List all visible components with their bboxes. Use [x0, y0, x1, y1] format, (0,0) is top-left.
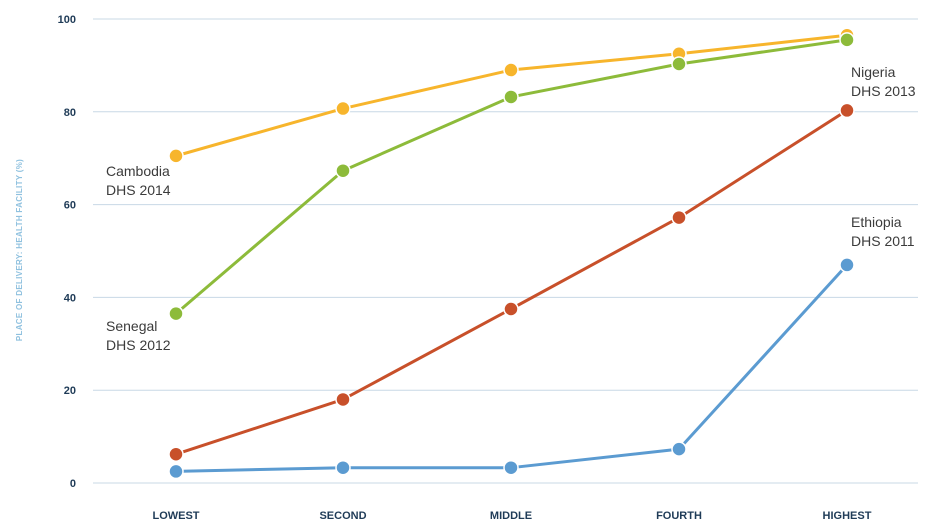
y-tick-label: 60 — [64, 200, 76, 212]
x-tick-label: HIGHEST — [823, 510, 872, 521]
y-tick-label: 20 — [64, 385, 76, 397]
y-axis-ticks: 0 20 40 60 80 100 — [58, 14, 76, 490]
series-label: DHS 2014 — [106, 182, 171, 198]
y-tick-label: 40 — [64, 292, 76, 304]
data-point — [671, 56, 687, 72]
data-point — [503, 89, 519, 105]
series-labels: Cambodia DHS 2014 Senegal DHS 2012 Nigeria DH… — [106, 64, 916, 353]
data-point — [503, 301, 519, 317]
data-point — [168, 446, 184, 462]
data-point — [503, 62, 519, 78]
data-point — [671, 209, 687, 226]
x-tick-label: LOWEST — [152, 510, 199, 521]
data-point — [335, 100, 351, 117]
data-point — [839, 102, 855, 119]
series-label: Nigeria — [851, 64, 896, 80]
data-point — [839, 32, 855, 48]
x-tick-label: SECOND — [319, 510, 366, 521]
series-label: DHS 2013 — [851, 83, 916, 99]
series-label: Ethiopia — [851, 214, 902, 230]
data-point — [839, 257, 855, 273]
x-tick-label: MIDDLE — [490, 510, 532, 521]
series-line — [174, 263, 849, 473]
y-axis-title: PLACE OF DELIVERY: HEALTH FACILITY (%) — [15, 159, 24, 341]
series-label: DHS 2012 — [106, 337, 171, 353]
x-axis-ticks: LOWEST SECOND MIDDLE FOURTH HIGHEST — [152, 510, 871, 521]
data-point — [335, 162, 351, 179]
y-tick-label: 80 — [64, 107, 76, 119]
y-tick-label: 100 — [58, 14, 76, 26]
data-point — [168, 463, 184, 480]
x-tick-label: FOURTH — [656, 510, 702, 521]
series-line — [174, 38, 849, 316]
series-label: DHS 2011 — [851, 233, 915, 249]
data-point — [335, 391, 351, 408]
y-tick-label: 0 — [70, 478, 76, 490]
grid — [93, 18, 918, 484]
data-point — [168, 305, 184, 322]
data-point — [335, 459, 351, 476]
series-line — [174, 108, 849, 456]
data-point — [503, 459, 519, 476]
data-point — [671, 441, 687, 457]
series-label: Senegal — [106, 318, 157, 334]
data-point — [168, 148, 184, 164]
series-label: Cambodia — [106, 163, 170, 179]
series-points — [168, 27, 855, 480]
